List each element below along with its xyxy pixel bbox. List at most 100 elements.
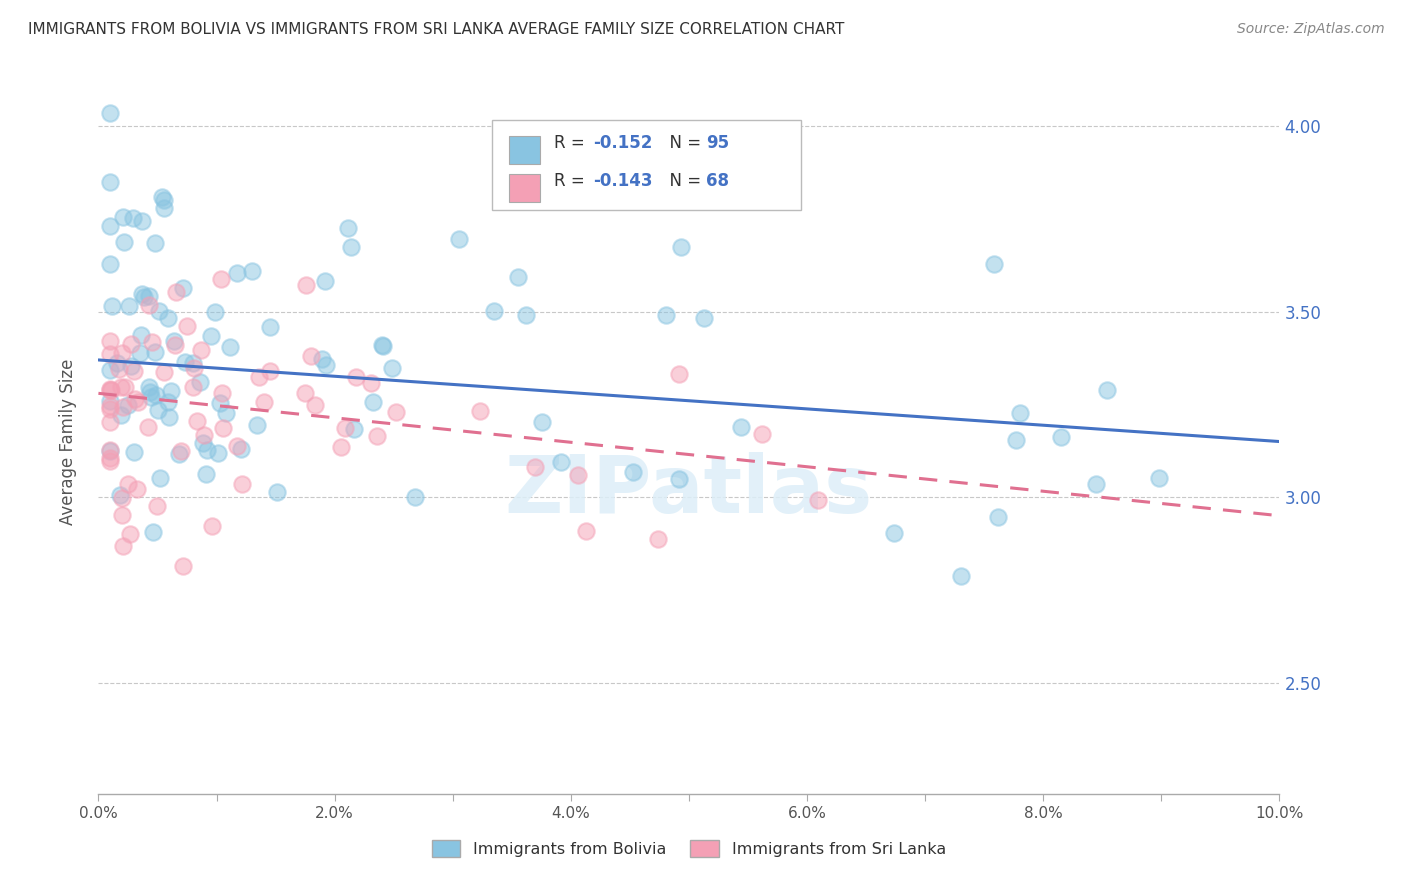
Point bbox=[181, 380, 204, 394]
Point bbox=[139, 384, 162, 399]
Point bbox=[127, 395, 149, 409]
Point bbox=[1005, 434, 1028, 448]
Point bbox=[112, 235, 135, 249]
Point bbox=[98, 219, 121, 234]
Point bbox=[153, 193, 176, 207]
Point bbox=[515, 308, 537, 322]
Point bbox=[125, 482, 148, 496]
Point bbox=[114, 380, 136, 394]
Point bbox=[987, 510, 1010, 524]
Point bbox=[111, 491, 134, 506]
Point bbox=[98, 105, 121, 120]
Point bbox=[131, 214, 153, 228]
Point bbox=[120, 527, 142, 541]
Point bbox=[200, 329, 222, 343]
Point bbox=[482, 303, 505, 318]
Point bbox=[172, 558, 194, 573]
Point bbox=[131, 327, 153, 342]
Point bbox=[299, 349, 322, 363]
Point bbox=[314, 274, 336, 288]
Point bbox=[118, 299, 141, 313]
Point bbox=[165, 338, 187, 352]
Point bbox=[98, 444, 121, 458]
Point bbox=[98, 257, 121, 271]
Point bbox=[131, 286, 153, 301]
Point bbox=[361, 395, 384, 409]
Point bbox=[98, 176, 121, 190]
Point bbox=[120, 359, 142, 374]
Point bbox=[146, 499, 169, 513]
Point bbox=[190, 343, 212, 357]
Point bbox=[575, 524, 598, 539]
Point bbox=[550, 454, 572, 468]
Point bbox=[146, 402, 169, 417]
Point bbox=[105, 356, 128, 370]
Point bbox=[340, 240, 363, 254]
Point bbox=[193, 428, 215, 442]
Point bbox=[730, 420, 752, 434]
Point bbox=[225, 266, 247, 280]
Point bbox=[160, 384, 183, 398]
Point bbox=[983, 257, 1005, 271]
Point bbox=[218, 340, 240, 354]
Point bbox=[98, 443, 121, 458]
Point bbox=[211, 386, 233, 401]
Text: N =: N = bbox=[659, 172, 707, 190]
Point bbox=[117, 476, 139, 491]
Text: 68: 68 bbox=[706, 172, 728, 190]
Point bbox=[98, 382, 121, 396]
Point bbox=[143, 345, 166, 359]
Point bbox=[360, 376, 382, 391]
Point bbox=[211, 421, 233, 435]
Point bbox=[807, 492, 830, 507]
Point bbox=[153, 202, 176, 216]
Point bbox=[157, 410, 180, 425]
Text: 95: 95 bbox=[706, 134, 728, 152]
Point bbox=[231, 477, 253, 491]
Point bbox=[404, 490, 426, 504]
Point bbox=[150, 190, 173, 204]
Point bbox=[1084, 476, 1107, 491]
Point bbox=[165, 285, 187, 299]
Point bbox=[194, 467, 217, 481]
Point bbox=[112, 210, 135, 224]
Point bbox=[195, 442, 218, 457]
Point bbox=[98, 334, 121, 348]
Point bbox=[172, 281, 194, 295]
Point bbox=[668, 368, 690, 382]
Point bbox=[693, 311, 716, 326]
Point bbox=[132, 290, 155, 304]
Point bbox=[208, 395, 231, 409]
Point bbox=[183, 356, 205, 370]
Point bbox=[266, 484, 288, 499]
Point bbox=[226, 439, 249, 453]
Point bbox=[108, 488, 131, 502]
Point bbox=[138, 380, 160, 394]
Point bbox=[304, 398, 326, 412]
Point bbox=[110, 346, 132, 360]
Point bbox=[621, 465, 644, 479]
Point bbox=[259, 364, 281, 378]
Point bbox=[138, 298, 160, 312]
Point bbox=[343, 422, 366, 436]
Point bbox=[176, 318, 198, 333]
Point bbox=[204, 305, 226, 319]
Point bbox=[201, 519, 224, 533]
Point bbox=[186, 414, 208, 428]
Point bbox=[145, 235, 167, 250]
Point bbox=[149, 471, 172, 485]
Point bbox=[567, 467, 589, 482]
Text: N =: N = bbox=[659, 134, 707, 152]
Point bbox=[253, 395, 276, 409]
Point bbox=[98, 453, 121, 467]
Point bbox=[240, 264, 263, 278]
Point bbox=[153, 366, 176, 380]
Point bbox=[122, 444, 145, 458]
Point bbox=[188, 375, 211, 389]
Point bbox=[366, 429, 388, 443]
Point bbox=[315, 358, 337, 372]
Point bbox=[111, 508, 134, 522]
Point bbox=[247, 370, 270, 384]
Text: R =: R = bbox=[554, 134, 591, 152]
Text: IMMIGRANTS FROM BOLIVIA VS IMMIGRANTS FROM SRI LANKA AVERAGE FAMILY SIZE CORRELA: IMMIGRANTS FROM BOLIVIA VS IMMIGRANTS FR… bbox=[28, 22, 845, 37]
